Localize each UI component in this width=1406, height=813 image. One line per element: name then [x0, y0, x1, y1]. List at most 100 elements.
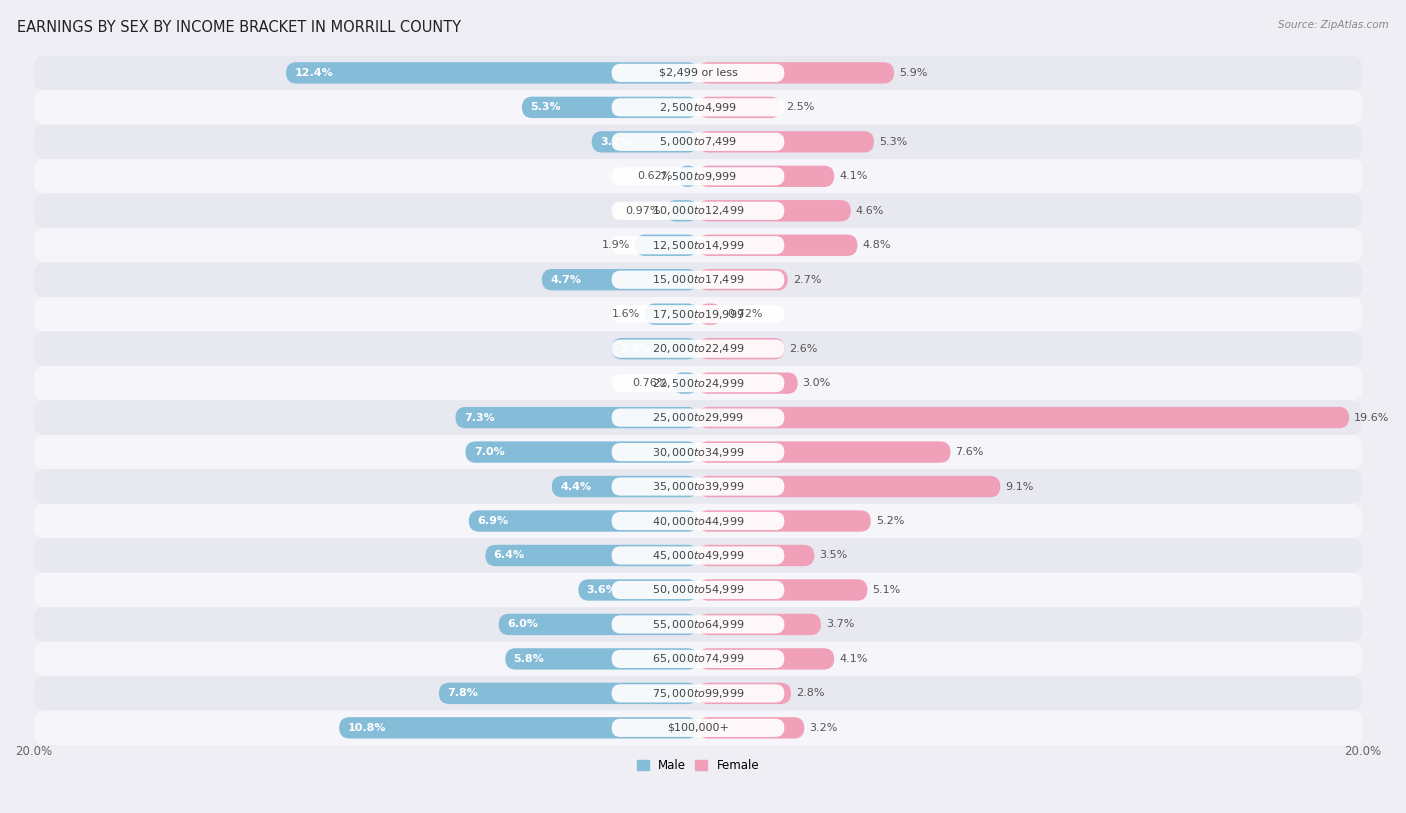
Text: $40,000 to $44,999: $40,000 to $44,999 [652, 515, 744, 528]
Text: $25,000 to $29,999: $25,000 to $29,999 [652, 411, 744, 424]
Text: 1.9%: 1.9% [602, 241, 630, 250]
Text: 4.1%: 4.1% [839, 172, 868, 181]
FancyBboxPatch shape [612, 408, 785, 427]
FancyBboxPatch shape [612, 305, 785, 324]
FancyBboxPatch shape [456, 407, 697, 428]
FancyBboxPatch shape [34, 572, 1362, 607]
FancyBboxPatch shape [612, 546, 785, 564]
FancyBboxPatch shape [612, 374, 785, 392]
Text: 4.7%: 4.7% [550, 275, 581, 285]
FancyBboxPatch shape [697, 303, 721, 325]
Text: 7.3%: 7.3% [464, 413, 495, 423]
FancyBboxPatch shape [522, 97, 697, 118]
Text: 5.3%: 5.3% [879, 137, 907, 147]
FancyBboxPatch shape [34, 711, 1362, 745]
FancyBboxPatch shape [678, 166, 697, 187]
Text: 7.6%: 7.6% [956, 447, 984, 457]
Text: $75,000 to $99,999: $75,000 to $99,999 [652, 687, 744, 700]
Text: $50,000 to $54,999: $50,000 to $54,999 [652, 584, 744, 597]
Text: 20.0%: 20.0% [15, 745, 52, 758]
Text: 12.4%: 12.4% [294, 68, 333, 78]
Text: $12,500 to $14,999: $12,500 to $14,999 [652, 239, 744, 252]
FancyBboxPatch shape [34, 124, 1362, 159]
Text: 0.76%: 0.76% [633, 378, 668, 388]
FancyBboxPatch shape [34, 263, 1362, 297]
FancyBboxPatch shape [612, 236, 785, 254]
Text: 3.2%: 3.2% [810, 723, 838, 733]
FancyBboxPatch shape [697, 580, 868, 601]
FancyBboxPatch shape [468, 511, 697, 532]
FancyBboxPatch shape [34, 400, 1362, 435]
FancyBboxPatch shape [505, 648, 697, 670]
FancyBboxPatch shape [34, 297, 1362, 332]
Text: 4.1%: 4.1% [839, 654, 868, 664]
Text: 0.72%: 0.72% [727, 309, 762, 320]
Text: 2.6%: 2.6% [620, 344, 651, 354]
Text: 5.9%: 5.9% [898, 68, 928, 78]
FancyBboxPatch shape [465, 441, 697, 463]
FancyBboxPatch shape [697, 511, 870, 532]
Text: 2.8%: 2.8% [796, 689, 824, 698]
FancyBboxPatch shape [697, 717, 804, 738]
FancyBboxPatch shape [612, 477, 785, 496]
Text: 7.0%: 7.0% [474, 447, 505, 457]
Text: 5.1%: 5.1% [872, 585, 901, 595]
Text: $22,500 to $24,999: $22,500 to $24,999 [652, 376, 744, 389]
FancyBboxPatch shape [612, 719, 785, 737]
Text: $65,000 to $74,999: $65,000 to $74,999 [652, 652, 744, 665]
FancyBboxPatch shape [551, 476, 697, 498]
FancyBboxPatch shape [285, 63, 697, 84]
FancyBboxPatch shape [612, 685, 785, 702]
FancyBboxPatch shape [612, 650, 785, 668]
Text: 3.2%: 3.2% [600, 137, 631, 147]
FancyBboxPatch shape [34, 159, 1362, 193]
Text: 6.4%: 6.4% [494, 550, 524, 560]
Text: 0.62%: 0.62% [637, 172, 672, 181]
FancyBboxPatch shape [34, 607, 1362, 641]
Text: 3.6%: 3.6% [586, 585, 617, 595]
FancyBboxPatch shape [339, 717, 697, 738]
FancyBboxPatch shape [34, 676, 1362, 711]
FancyBboxPatch shape [34, 55, 1362, 90]
FancyBboxPatch shape [612, 98, 785, 116]
FancyBboxPatch shape [697, 97, 782, 118]
FancyBboxPatch shape [612, 63, 785, 82]
FancyBboxPatch shape [612, 133, 785, 151]
FancyBboxPatch shape [697, 269, 787, 290]
FancyBboxPatch shape [697, 614, 821, 635]
Text: $45,000 to $49,999: $45,000 to $49,999 [652, 549, 744, 562]
FancyBboxPatch shape [485, 545, 697, 566]
FancyBboxPatch shape [612, 338, 697, 359]
Text: $2,499 or less: $2,499 or less [658, 68, 737, 78]
Text: 3.0%: 3.0% [803, 378, 831, 388]
Text: $2,500 to $4,999: $2,500 to $4,999 [659, 101, 737, 114]
FancyBboxPatch shape [612, 340, 785, 358]
Text: EARNINGS BY SEX BY INCOME BRACKET IN MORRILL COUNTY: EARNINGS BY SEX BY INCOME BRACKET IN MOR… [17, 20, 461, 35]
Text: 4.8%: 4.8% [862, 241, 891, 250]
FancyBboxPatch shape [697, 683, 792, 704]
Text: 20.0%: 20.0% [1344, 745, 1381, 758]
Text: 0.97%: 0.97% [626, 206, 661, 215]
FancyBboxPatch shape [697, 235, 858, 256]
FancyBboxPatch shape [612, 167, 785, 185]
Text: 2.5%: 2.5% [786, 102, 814, 112]
Text: 6.0%: 6.0% [508, 620, 538, 629]
FancyBboxPatch shape [697, 407, 1350, 428]
Text: 1.6%: 1.6% [612, 309, 640, 320]
FancyBboxPatch shape [672, 372, 697, 393]
Text: $100,000+: $100,000+ [666, 723, 728, 733]
Text: 7.8%: 7.8% [447, 689, 478, 698]
Text: 5.3%: 5.3% [530, 102, 561, 112]
FancyBboxPatch shape [697, 338, 785, 359]
FancyBboxPatch shape [697, 63, 894, 84]
FancyBboxPatch shape [697, 545, 814, 566]
FancyBboxPatch shape [636, 235, 697, 256]
FancyBboxPatch shape [578, 580, 697, 601]
FancyBboxPatch shape [34, 504, 1362, 538]
FancyBboxPatch shape [612, 512, 785, 530]
FancyBboxPatch shape [612, 271, 785, 289]
Text: 4.6%: 4.6% [856, 206, 884, 215]
Text: 9.1%: 9.1% [1005, 481, 1033, 492]
Legend: Male, Female: Male, Female [631, 754, 763, 777]
FancyBboxPatch shape [34, 90, 1362, 124]
